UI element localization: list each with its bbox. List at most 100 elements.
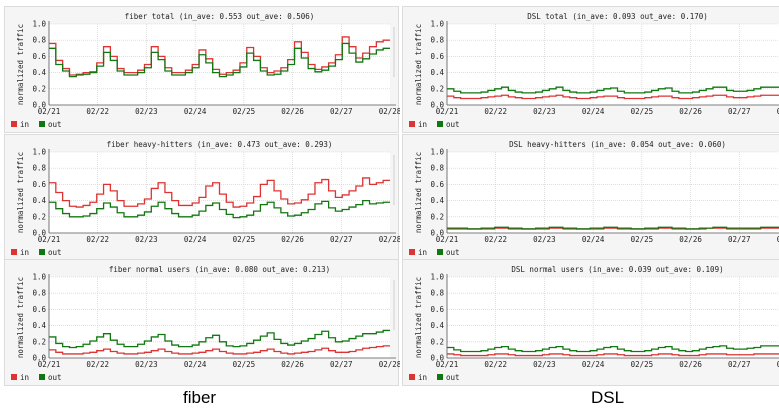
x-tick-label: 02/25 — [631, 107, 654, 116]
series-line-in — [49, 177, 390, 208]
series-line-in — [447, 94, 779, 100]
x-tick-label: 02/21 — [436, 235, 459, 244]
x-tick-label: 02/28 — [379, 107, 400, 116]
x-tick-label: 02/21 — [436, 360, 459, 369]
x-tick-label: 02/25 — [233, 107, 256, 116]
x-tick-label: 02/27 — [330, 235, 353, 244]
y-axis-label: normalized traffic — [414, 24, 423, 105]
x-tick-label: 02/26 — [281, 235, 304, 244]
plot-area — [447, 24, 779, 105]
x-tick-label: 02/24 — [184, 235, 207, 244]
plot-area — [49, 24, 390, 105]
watermark-strip — [393, 155, 395, 205]
chart-title: DSL heavy-hitters (in_ave: 0.054 out_ave… — [509, 140, 726, 149]
legend-label-out: out — [446, 373, 460, 382]
x-tick-label: 02/23 — [533, 360, 556, 369]
y-tick-label: 0.8 — [32, 36, 46, 45]
y-tick-label: 0.8 — [430, 289, 444, 298]
plot-area — [447, 152, 779, 233]
y-tick-label: 1.0 — [32, 20, 46, 29]
x-tick-label: 02/26 — [281, 107, 304, 116]
y-tick-label: 0.0 — [32, 354, 46, 363]
legend-swatch-out — [39, 121, 45, 127]
y-axis-label: normalized traffic — [16, 152, 25, 233]
y-tick-label: 0.2 — [430, 84, 444, 93]
y-tick-label: 0.6 — [32, 305, 46, 314]
x-tick-label: 02/21 — [38, 360, 61, 369]
chart-svg: DSL total (in_ave: 0.093 out_ave: 0.170)… — [409, 12, 779, 129]
series-line-out — [49, 42, 390, 78]
x-tick-label: 02/25 — [233, 235, 256, 244]
legend-label-out: out — [48, 373, 62, 382]
y-tick-label: 0.6 — [430, 305, 444, 314]
y-tick-label: 0.8 — [430, 164, 444, 173]
y-tick-label: 0.2 — [430, 212, 444, 221]
legend-label-in: in — [20, 248, 29, 257]
y-tick-label: 0.8 — [32, 289, 46, 298]
legend-swatch-out — [437, 374, 443, 380]
y-tick-label: 1.0 — [430, 148, 444, 157]
x-tick-label: 02/23 — [533, 235, 556, 244]
chart-panel-dsl-normal-users: DSL normal users (in_ave: 0.039 out_ave:… — [402, 259, 779, 386]
series-line-in — [49, 36, 390, 76]
legend-swatch-in — [11, 249, 17, 255]
legend-swatch-in — [409, 374, 415, 380]
y-tick-label: 0.6 — [430, 180, 444, 189]
legend-swatch-in — [409, 249, 415, 255]
legend-label-in: in — [20, 120, 29, 129]
y-tick-label: 0.6 — [430, 52, 444, 61]
x-tick-label: 02/25 — [233, 360, 256, 369]
series-line-out — [447, 86, 779, 94]
chart-title: DSL total (in_ave: 0.093 out_ave: 0.170) — [527, 12, 708, 21]
legend-label-out: out — [446, 120, 460, 129]
y-tick-label: 0.2 — [32, 84, 46, 93]
x-tick-label: 02/27 — [728, 360, 751, 369]
chart-title: fiber normal users (in_ave: 0.080 out_av… — [109, 265, 330, 274]
chart-svg: DSL normal users (in_ave: 0.039 out_ave:… — [409, 265, 779, 382]
series-line-out — [49, 199, 390, 219]
series-line-out — [447, 226, 779, 230]
legend-swatch-in — [11, 374, 17, 380]
y-axis-label: normalized traffic — [414, 152, 423, 233]
x-tick-label: 02/23 — [135, 235, 158, 244]
y-axis-label: normalized traffic — [414, 277, 423, 358]
y-tick-label: 0.4 — [430, 196, 444, 205]
series-line-in — [447, 353, 779, 357]
x-tick-label: 02/27 — [728, 235, 751, 244]
series-line-out — [447, 345, 779, 353]
x-tick-label: 02/24 — [582, 360, 605, 369]
x-tick-label: 02/25 — [631, 360, 654, 369]
chart-panel-fiber-total: fiber total (in_ave: 0.553 out_ave: 0.50… — [4, 6, 400, 133]
y-tick-label: 0.4 — [32, 196, 46, 205]
x-tick-label: 02/27 — [728, 107, 751, 116]
y-tick-label: 0.8 — [430, 36, 444, 45]
x-tick-label: 02/22 — [484, 360, 507, 369]
chart-title: fiber heavy-hitters (in_ave: 0.473 out_a… — [107, 140, 333, 149]
y-tick-label: 0.2 — [32, 212, 46, 221]
y-tick-label: 1.0 — [32, 273, 46, 282]
x-tick-label: 02/21 — [38, 107, 61, 116]
x-tick-label: 02/22 — [484, 107, 507, 116]
y-tick-label: 0.2 — [430, 337, 444, 346]
y-tick-label: 0.0 — [430, 229, 444, 238]
legend-swatch-out — [437, 249, 443, 255]
series-line-out — [49, 329, 390, 349]
y-axis-label: normalized traffic — [16, 24, 25, 105]
chart-panel-fiber-normal-users: fiber normal users (in_ave: 0.080 out_av… — [4, 259, 400, 386]
y-tick-label: 0.4 — [32, 68, 46, 77]
chart-svg: fiber normal users (in_ave: 0.080 out_av… — [11, 265, 400, 382]
plot-area — [447, 277, 779, 358]
plot-area — [49, 277, 390, 358]
x-tick-label: 02/28 — [777, 107, 779, 116]
y-tick-label: 0.0 — [430, 101, 444, 110]
series-line-in — [49, 345, 390, 355]
x-tick-label: 02/28 — [777, 360, 779, 369]
y-tick-label: 0.2 — [32, 337, 46, 346]
x-tick-label: 02/26 — [679, 360, 702, 369]
legend-swatch-in — [409, 121, 415, 127]
legend-swatch-out — [39, 374, 45, 380]
y-tick-label: 0.6 — [32, 180, 46, 189]
x-tick-label: 02/22 — [86, 360, 109, 369]
watermark-strip — [393, 27, 395, 77]
y-axis-label: normalized traffic — [16, 277, 25, 358]
